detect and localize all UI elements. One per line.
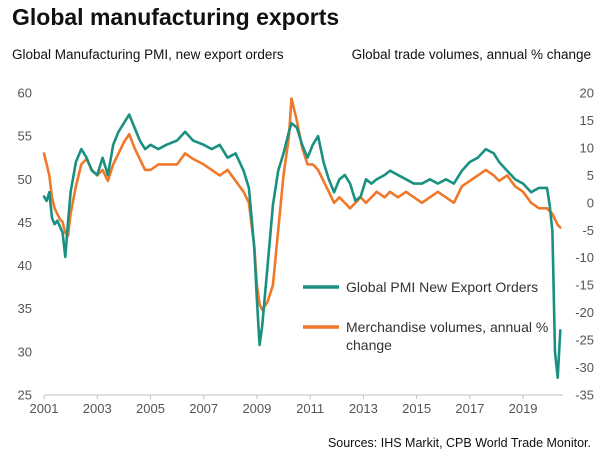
right-tick-label: 10 (580, 140, 594, 155)
legend-label-line: Merchandise volumes, annual % (346, 319, 548, 335)
x-tick-label: 2001 (30, 401, 59, 416)
x-tick-label: 2019 (509, 401, 538, 416)
left-tick-label: 35 (18, 301, 32, 316)
right-tick-label: -25 (575, 333, 594, 348)
right-tick-label: -5 (582, 223, 594, 238)
right-tick-label: -30 (575, 360, 594, 375)
legend-label-pmi: Global PMI New Export Orders (346, 279, 538, 295)
right-tick-label: -20 (575, 305, 594, 320)
x-tick-label: 2017 (455, 401, 484, 416)
x-tick-label: 2011 (296, 401, 324, 416)
x-tick-label: 2013 (349, 401, 378, 416)
x-tick-label: 2003 (83, 401, 112, 416)
right-axis-title: Global trade volumes, annual % change (351, 47, 591, 62)
right-tick-label: -15 (575, 278, 594, 293)
series-line-pmi (42, 113, 562, 380)
right-tick-label: 20 (580, 86, 594, 101)
left-tick-label: 25 (18, 388, 32, 403)
left-axis-ticks: 25 30 35 40 45 50 55 60 (18, 86, 32, 403)
right-tick-label: -35 (575, 388, 594, 403)
right-tick-label: 5 (587, 168, 594, 183)
chart-title: Global manufacturing exports (12, 4, 340, 30)
left-axis-title: Global Manufacturing PMI, new export ord… (12, 47, 284, 62)
x-axis-ticks: 2001 2003 2005 2007 2009 2011 2013 2015 2017 2019 (30, 394, 563, 416)
left-tick-label: 30 (18, 344, 32, 359)
left-tick-label: 40 (18, 258, 32, 273)
x-tick-label: 2005 (136, 401, 165, 416)
legend: Global PMI New Export Orders Merchandise… (303, 279, 548, 353)
left-tick-label: 45 (18, 215, 32, 230)
legend-label-merchandise: Merchandise volumes, annual % change (346, 319, 548, 353)
right-tick-label: 15 (580, 113, 594, 128)
x-tick-label: 2015 (402, 401, 431, 416)
right-tick-label: 0 (587, 195, 594, 210)
x-tick-label: 2009 (242, 401, 271, 416)
left-tick-label: 55 (18, 129, 32, 144)
source-note: Sources: IHS Markit, CPB World Trade Mon… (327, 436, 591, 450)
legend-label-line: change (346, 337, 392, 353)
series-lines (42, 97, 562, 380)
x-tick-label: 2007 (189, 401, 218, 416)
left-tick-label: 50 (18, 172, 32, 187)
left-tick-label: 60 (18, 86, 32, 101)
right-axis-ticks: -35 -30 -25 -20 -15 -10 -5 0 5 10 15 20 (575, 86, 594, 403)
right-tick-label: -10 (575, 250, 594, 265)
